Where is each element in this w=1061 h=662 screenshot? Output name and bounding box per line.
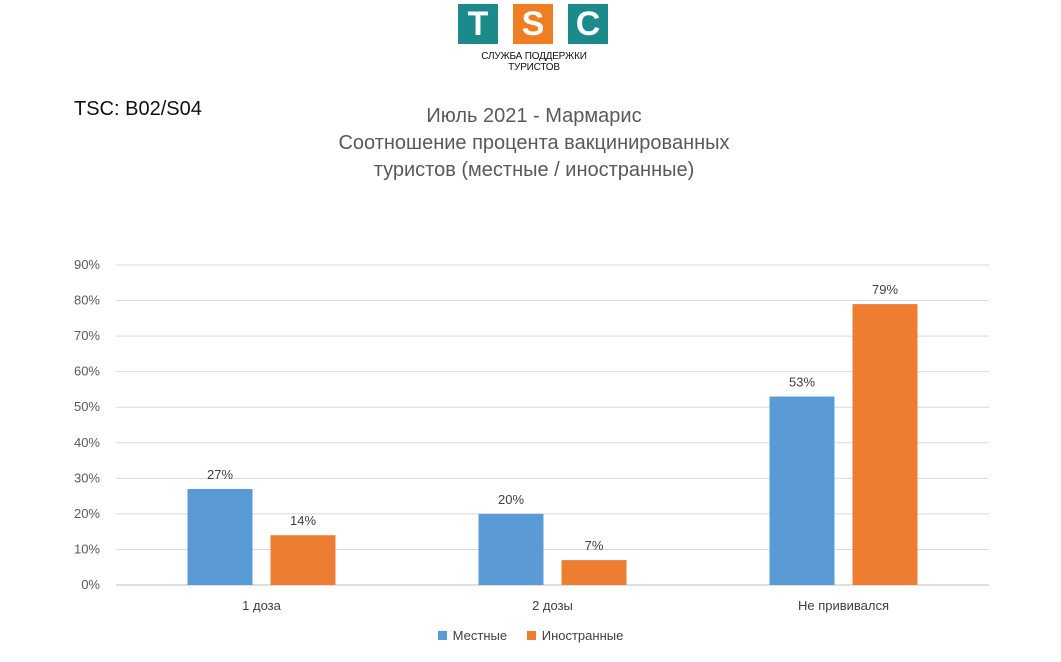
y-tick-label-50: 50% — [74, 399, 100, 414]
logo-tagline: СЛУЖБА ПОДДЕРЖКИ ТУРИСТОВ — [481, 51, 587, 73]
y-tick-label-80: 80% — [74, 293, 100, 308]
category-label-2: Не прививался — [798, 598, 889, 613]
bar-foreign-1 — [561, 560, 627, 585]
logo-letter-c: C — [568, 4, 608, 44]
logo-letter-s: S — [513, 4, 553, 44]
data-label-foreign-0: 14% — [290, 513, 316, 528]
legend-item-local: Местные — [437, 628, 508, 643]
bar-local-2 — [769, 396, 835, 585]
data-label-local-0: 27% — [207, 467, 233, 482]
y-tick-label-60: 60% — [74, 364, 100, 379]
chart-legend: Местные Иностранные — [0, 628, 1061, 643]
legend-swatch-local — [437, 631, 447, 640]
y-tick-label-40: 40% — [74, 435, 100, 450]
legend-label-foreign: Иностранные — [541, 628, 624, 643]
chart-title-line-1: Июль 2021 - Мармарис — [426, 105, 642, 127]
tsc-logo: T S C СЛУЖБА ПОДДЕРЖКИ ТУРИСТОВ — [456, 4, 612, 73]
chart-title-line-2: Соотношение процента вакцинированных — [338, 132, 730, 154]
legend-item-foreign: Иностранные — [526, 628, 624, 643]
legend-swatch-foreign — [526, 631, 536, 640]
y-tick-label-70: 70% — [74, 328, 100, 343]
data-label-foreign-1: 7% — [585, 538, 604, 553]
y-tick-label-30: 30% — [74, 470, 100, 485]
bar-foreign-0 — [270, 535, 336, 585]
y-tick-label-20: 20% — [74, 506, 100, 521]
data-label-local-1: 20% — [498, 492, 524, 507]
chart-title-line-3: туристов (местные / иностранные) — [373, 159, 695, 181]
bar-foreign-2 — [852, 304, 918, 585]
y-tick-label-0: 0% — [81, 577, 100, 592]
category-label-1: 2 дозы — [532, 598, 573, 613]
data-label-local-2: 53% — [789, 375, 815, 390]
y-tick-label-10: 10% — [74, 541, 100, 556]
bar-local-0 — [187, 489, 253, 585]
document-code: TSC: B02/S04 — [74, 98, 202, 120]
data-label-foreign-2: 79% — [872, 282, 898, 297]
category-label-0: 1 доза — [242, 598, 281, 613]
logo-letter-t: T — [458, 4, 498, 44]
chart-title: Июль 2021 - Мармарис Соотношение процент… — [234, 103, 834, 184]
y-tick-label-90: 90% — [74, 257, 100, 272]
legend-label-local: Местные — [452, 628, 508, 643]
bar-local-1 — [478, 513, 544, 585]
